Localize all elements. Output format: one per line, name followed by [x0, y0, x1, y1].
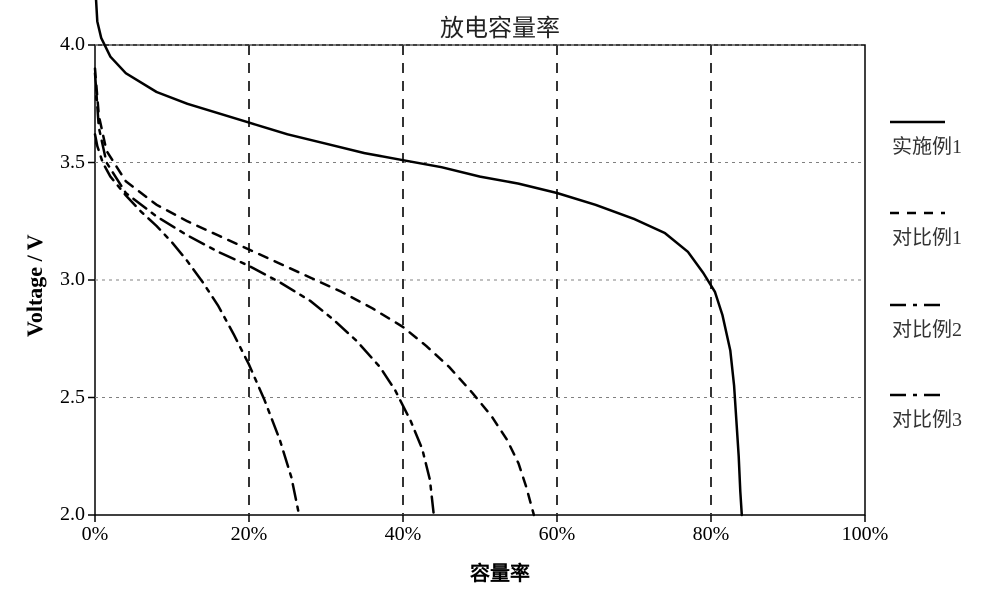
y-tick-label: 3.0 [45, 268, 85, 291]
x-tick-label: 20% [219, 523, 279, 546]
legend-label: 对比例2 [892, 313, 962, 342]
series-line [95, 73, 434, 515]
legend-label: 对比例3 [892, 403, 962, 432]
x-axis-label: 容量率 [0, 557, 1000, 586]
x-tick-label: 0% [65, 523, 125, 546]
y-tick-label: 2.5 [45, 386, 85, 409]
legend-label: 实施例1 [892, 130, 962, 159]
x-tick-label: 40% [373, 523, 433, 546]
y-tick-label: 4.0 [45, 33, 85, 56]
chart-title: 放电容量率 [0, 8, 1000, 43]
x-tick-label: 60% [527, 523, 587, 546]
y-tick-label: 3.5 [45, 151, 85, 174]
series-line [95, 69, 534, 516]
chart-svg [0, 0, 1000, 590]
x-tick-label: 100% [835, 523, 895, 546]
discharge-capacity-chart: 放电容量率 Voltage / V 容量率 [0, 0, 1000, 590]
legend-label: 对比例1 [892, 221, 962, 250]
x-tick-label: 80% [681, 523, 741, 546]
